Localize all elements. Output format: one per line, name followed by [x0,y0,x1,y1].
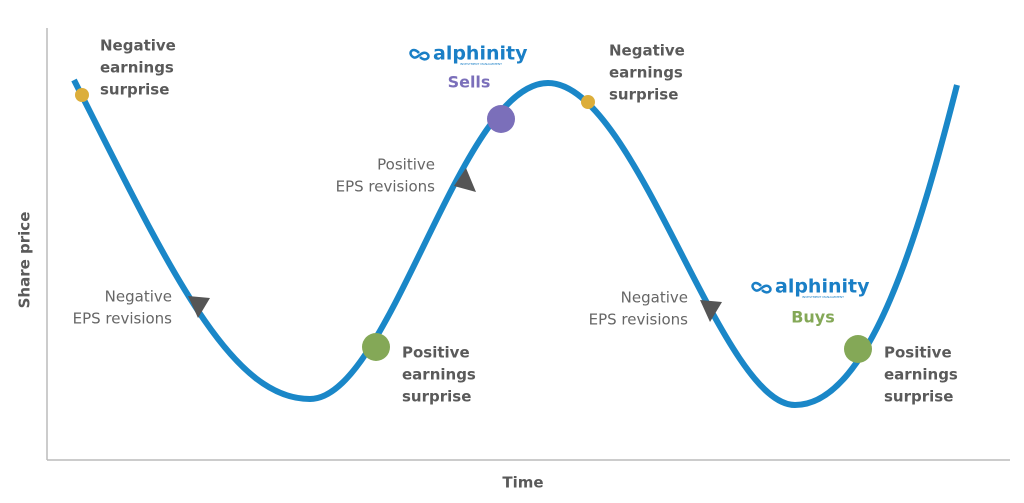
annotation: EPS revisions [589,311,689,329]
arrow [188,296,210,318]
logo-mark [409,48,430,61]
annotation: surprise [609,86,678,104]
y-axis-label: Share price [16,212,34,309]
logo-action: Sells [448,73,491,92]
annotation: Negative [609,42,685,60]
annotation: earnings [100,59,174,77]
annotation: surprise [100,81,169,99]
logo-tagline: INVESTMENT MANAGEMENT [802,295,844,299]
arrow [454,168,476,192]
annotation: surprise [402,388,471,406]
annotation: EPS revisions [336,178,436,196]
annotation: Positive [402,344,470,362]
annotation: surprise [884,388,953,406]
surprise-dot [75,88,89,102]
annotation: Negative [105,288,172,306]
annotation: Negative [100,37,176,55]
logo-mark [751,281,772,294]
annotation: earnings [609,64,683,82]
logo-brand: alphinity [775,276,870,298]
annotation: earnings [884,366,958,384]
surprise-dot [362,333,390,361]
sell-logo: alphinity INVESTMENT MANAGEMENT Sells [409,43,528,92]
buy-logo: alphinity INVESTMENT MANAGEMENT Buys [751,276,870,327]
annotation: Positive [377,156,435,174]
annotation: EPS revisions [73,310,173,328]
annotation: earnings [402,366,476,384]
surprise-dot [581,95,595,109]
logo-tagline: INVESTMENT MANAGEMENT [460,62,502,66]
logo-action: Buys [791,308,835,327]
annotation: Positive [884,344,952,362]
price-curve [71,78,960,409]
x-axis-label: Time [502,474,543,492]
annotation: Negative [621,289,688,307]
arrow [700,300,722,322]
buy-dot [844,335,872,363]
logo-brand: alphinity [433,43,528,65]
sell-dot [487,105,515,133]
